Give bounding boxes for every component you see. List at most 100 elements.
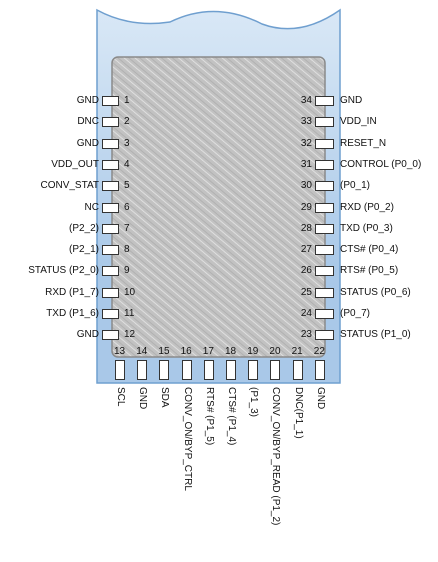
pin-pad [315, 159, 334, 170]
right-pin-label: GND [340, 95, 363, 106]
right-pin-label: RXD (P0_2) [340, 201, 394, 213]
right-pin-label: CONTROL (P0_0) [340, 158, 422, 170]
pin-number: 26 [300, 265, 312, 277]
pin-number: 3 [124, 137, 130, 149]
right-pin-label: STATUS (P1_0) [340, 329, 411, 341]
pin-pad [226, 360, 236, 380]
pin-pad [102, 159, 119, 170]
pin-number: 9 [124, 265, 130, 277]
right-pin-label: TXD (P0_3) [340, 222, 393, 234]
pin-number: 24 [300, 308, 312, 319]
left-pin-label: STATUS (P2_0) [28, 265, 99, 277]
pin-pad [292, 360, 303, 380]
pin-pad [315, 309, 334, 319]
pin-pad [315, 266, 334, 277]
left-pin-label: (P2_1) [68, 244, 99, 256]
pin-number: 6 [124, 201, 130, 213]
left-pin-label: GND [76, 95, 99, 106]
pin-number: 21 [291, 346, 303, 357]
pin-number: 22 [313, 346, 325, 357]
left-pin-label: (P2_2) [68, 222, 99, 234]
bottom-pin-label: DNC(P1_1) [292, 387, 304, 439]
pin-pad [315, 181, 334, 192]
pin-number: 18 [225, 346, 237, 357]
pin-number: 19 [247, 346, 259, 357]
pin-number: 1 [124, 95, 130, 106]
right-pin-label: CTS# (P0_4) [340, 244, 399, 256]
pin-pad [315, 330, 334, 341]
pin-number: 11 [124, 308, 135, 319]
pin-number: 27 [300, 244, 312, 256]
pin-pad [181, 360, 192, 380]
pin-number: 31 [300, 158, 312, 170]
pin-pad [102, 223, 119, 234]
pin-pad [102, 117, 119, 128]
pin-pad [102, 330, 119, 341]
pin-number: 32 [300, 137, 312, 149]
pin-pad [315, 223, 334, 234]
pin-pad [270, 360, 281, 380]
pin-number: 15 [158, 346, 170, 357]
bottom-pin-label: RTS# (P1_5) [203, 387, 215, 446]
pin-number: 28 [300, 222, 312, 234]
pin-number: 29 [300, 201, 312, 213]
pin-pad [315, 287, 334, 298]
bottom-pin-label: GND [137, 387, 149, 410]
pin-pad [137, 360, 148, 380]
right-pin-label: RESET_N [340, 137, 387, 149]
pin-pad [315, 245, 334, 256]
pin-number: 17 [202, 346, 214, 357]
pin-pad [102, 138, 119, 149]
pin-pad [102, 202, 119, 213]
left-pin-label: DNC [77, 116, 99, 128]
left-pin-label: VDD_OUT [51, 158, 99, 170]
pin-number: 33 [300, 116, 312, 128]
right-pin-label: VDD_IN [340, 116, 377, 128]
pin-number: 10 [124, 286, 136, 298]
pin-pad [102, 309, 119, 319]
right-pin-label: (P0_1) [340, 180, 371, 192]
left-pin-label: GND [76, 137, 99, 149]
pin-pad [159, 360, 170, 380]
pin-number: 12 [124, 329, 136, 341]
left-pin-label: TXD (P1_6) [46, 308, 99, 319]
right-pin-label: STATUS (P0_6) [340, 286, 411, 298]
left-pin-label: NC [84, 201, 99, 213]
bottom-pin-label: CONV_ON/BYP_CTRL [181, 387, 193, 491]
left-pin-label: CONV_STAT [40, 180, 99, 192]
pin-pad [315, 96, 334, 106]
pin-pad [203, 360, 214, 380]
pin-pad [115, 360, 125, 380]
pin-pad [102, 266, 119, 277]
pin-number: 2 [124, 116, 130, 128]
bottom-pin-label: CONV_ON/BYP_READ (P1_2) [270, 387, 282, 526]
pin-number: 13 [114, 346, 126, 357]
pin-number: 8 [124, 244, 130, 256]
pin-pad [315, 117, 334, 128]
bottom-pin-label: GND [314, 387, 326, 410]
pin-pad [248, 360, 259, 380]
pin-pad [314, 360, 325, 380]
pin-pad [102, 245, 119, 256]
pin-number: 30 [300, 180, 312, 192]
pin-number: 5 [124, 180, 130, 192]
left-pin-label: GND [76, 329, 99, 341]
rf-shield [111, 56, 326, 358]
left-pin-label: RXD (P1_7) [45, 286, 99, 298]
pin-number: 20 [269, 346, 281, 357]
right-pin-label: RTS# (P0_5) [340, 265, 399, 277]
pin-pad [102, 287, 119, 298]
pin-number: 4 [124, 158, 130, 170]
pin-number: 16 [180, 346, 192, 357]
bottom-pin-label: CTS# (P1_4) [226, 387, 237, 446]
pin-pad [102, 96, 119, 106]
pin-number: 25 [300, 286, 312, 298]
bottom-pin-label: (P1_3) [248, 387, 260, 418]
pin-pad [315, 202, 334, 213]
pin-number: 23 [300, 329, 312, 341]
pin-number: 34 [300, 95, 312, 106]
pin-pad [102, 181, 119, 192]
bottom-pin-label: SCL [115, 387, 126, 407]
right-pin-label: (P0_7) [340, 308, 371, 319]
